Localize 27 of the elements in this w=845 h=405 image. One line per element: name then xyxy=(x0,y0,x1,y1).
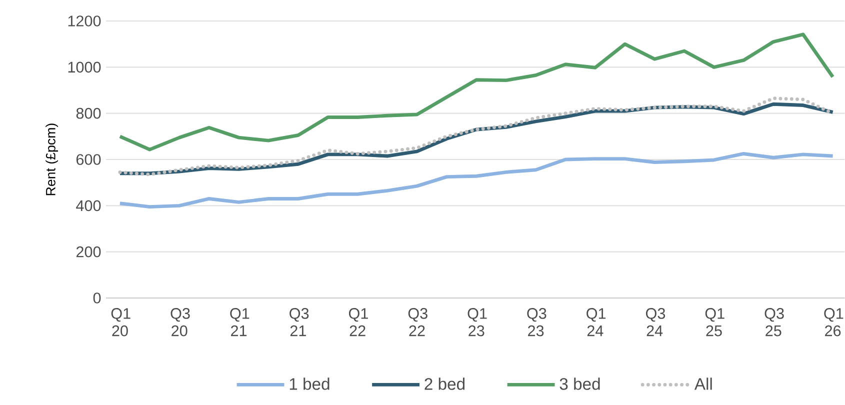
y-tick-label: 400 xyxy=(76,200,101,212)
x-tick-label: Q3 22 xyxy=(408,308,428,336)
x-tick-label: Q1 26 xyxy=(824,308,844,336)
x-tick-label: Q3 24 xyxy=(646,308,666,336)
x-tick-label: Q1 24 xyxy=(586,308,606,336)
y-tick-label: 200 xyxy=(76,246,101,258)
x-tick-label: Q1 22 xyxy=(348,308,368,336)
legend-label: 3 bed xyxy=(560,378,600,390)
line-series xyxy=(118,152,835,209)
x-tick-label: Q1 20 xyxy=(111,308,130,336)
x-tick-label: Q3 20 xyxy=(170,308,190,336)
x-tick-label: Q3 25 xyxy=(764,308,784,336)
y-tick-label: 600 xyxy=(76,154,101,165)
x-tick-label: Q1 25 xyxy=(705,308,724,336)
y-tick-label: 800 xyxy=(76,108,101,119)
y-tick-label: 1200 xyxy=(68,16,101,26)
x-tick-label: Q1 21 xyxy=(230,308,250,336)
line-series xyxy=(118,32,835,152)
legend-label: 2 bed xyxy=(424,378,464,390)
legend-label: All xyxy=(694,378,712,390)
x-tick-label: Q1 23 xyxy=(468,308,487,336)
legend-label: 1 bed xyxy=(290,378,330,390)
y-axis-title: Rent (£pcm) xyxy=(46,124,58,196)
y-tick-label: 0 xyxy=(93,292,101,304)
y-tick-label: 1000 xyxy=(68,62,101,73)
x-tick-label: Q3 23 xyxy=(527,308,546,336)
x-tick-label: Q3 21 xyxy=(290,308,309,336)
